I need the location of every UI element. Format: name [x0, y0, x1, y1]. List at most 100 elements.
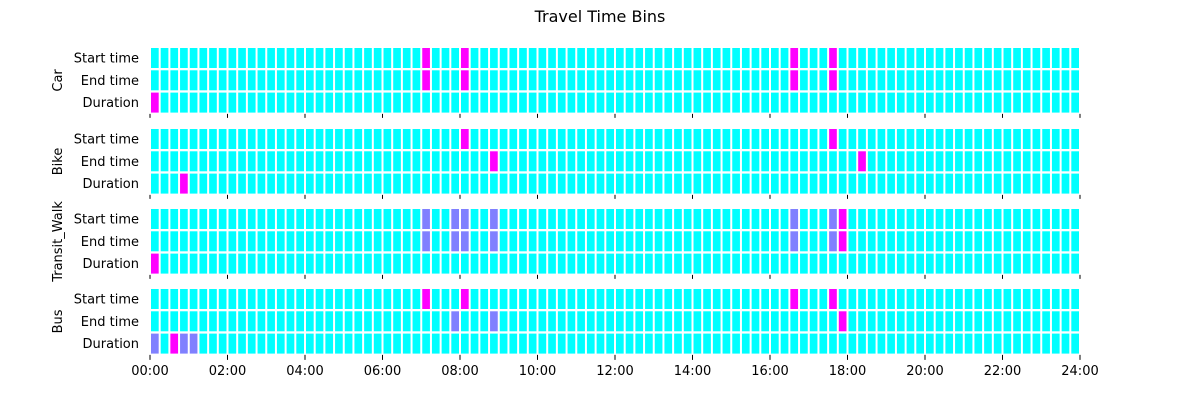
heatmap-cell: [664, 209, 673, 229]
heatmap-cell: [1071, 173, 1079, 194]
heatmap-cell: [402, 70, 411, 91]
heatmap-cell: [800, 289, 808, 309]
heatmap-cell: [1042, 151, 1050, 172]
heatmap-cell: [490, 92, 498, 113]
row-label: End time: [81, 74, 139, 89]
heatmap-cell: [383, 48, 392, 68]
heatmap-cell: [616, 289, 624, 309]
heatmap-cell: [557, 129, 566, 149]
heatmap-cell: [257, 253, 266, 274]
heatmap-cell: [887, 231, 895, 252]
heatmap-cell: [1003, 333, 1012, 354]
heatmap-cell: [393, 129, 401, 149]
heatmap-cell: [635, 333, 644, 354]
heatmap-cell: [906, 173, 915, 194]
heatmap-cell: [993, 129, 1002, 149]
heatmap-cell: [1003, 289, 1012, 309]
heatmap-cell: [412, 129, 421, 149]
heatmap-cell: [683, 289, 692, 309]
heatmap-cell: [916, 231, 924, 252]
heatmap-cell: [945, 311, 954, 332]
heatmap-cell: [993, 48, 1002, 68]
heatmap-cell: [606, 92, 614, 113]
heatmap-row: [151, 92, 1079, 113]
heatmap-cell: [538, 48, 547, 68]
heatmap-cell: [935, 70, 944, 91]
heatmap-cell: [829, 289, 837, 309]
heatmap-cell: [926, 70, 934, 91]
heatmap-cell: [1013, 311, 1021, 332]
heatmap-cell: [228, 333, 237, 354]
heatmap-cell: [674, 48, 682, 68]
heatmap-cell: [993, 253, 1002, 274]
heatmap-cell: [306, 209, 314, 229]
heatmap-cell: [848, 311, 857, 332]
heatmap-cell: [189, 48, 198, 68]
heatmap-cell: [887, 48, 895, 68]
heatmap-cell: [325, 129, 334, 149]
heatmap-cell: [877, 311, 886, 332]
heatmap-cell: [683, 333, 692, 354]
heatmap-cell: [373, 70, 382, 91]
heatmap-cell: [228, 92, 237, 113]
heatmap-cell: [344, 129, 353, 149]
heatmap-cell: [451, 48, 459, 68]
heatmap-cell: [461, 92, 469, 113]
heatmap-cell: [548, 289, 556, 309]
heatmap-cell: [451, 209, 459, 229]
heatmap-cell: [577, 253, 585, 274]
heatmap-cell: [461, 129, 469, 149]
heatmap-cell: [257, 151, 266, 172]
heatmap-cell: [383, 209, 392, 229]
row-label: End time: [81, 235, 139, 250]
heatmap-cell: [916, 173, 924, 194]
panel-label: Transit_Walk: [51, 201, 66, 283]
heatmap-cell: [1061, 92, 1070, 113]
heatmap-cell: [315, 70, 324, 91]
heatmap-cell: [490, 151, 498, 172]
heatmap-cell: [916, 289, 924, 309]
heatmap-cell: [276, 48, 285, 68]
heatmap-cell: [800, 333, 808, 354]
heatmap-cell: [586, 129, 595, 149]
heatmap-cell: [780, 253, 789, 274]
heatmap-cell: [858, 92, 866, 113]
heatmap-cell: [383, 129, 392, 149]
heatmap-cell: [1022, 209, 1031, 229]
heatmap-cell: [577, 173, 585, 194]
heatmap-cell: [373, 253, 382, 274]
heatmap-cell: [1071, 253, 1079, 274]
heatmap-cell: [790, 333, 799, 354]
heatmap-cell: [877, 289, 886, 309]
heatmap-cell: [955, 311, 963, 332]
heatmap-cell: [209, 231, 217, 252]
heatmap-cell: [160, 333, 169, 354]
heatmap-cell: [664, 70, 673, 91]
heatmap-cell: [306, 333, 314, 354]
heatmap-cell: [451, 173, 459, 194]
heatmap-cell: [741, 70, 750, 91]
heatmap-cell: [848, 92, 857, 113]
heatmap-cell: [945, 289, 954, 309]
heatmap-cell: [441, 173, 450, 194]
heatmap-cell: [596, 48, 605, 68]
heatmap-cell: [693, 289, 702, 309]
heatmap-cell: [1042, 70, 1050, 91]
heatmap-cell: [470, 70, 479, 91]
heatmap-cell: [616, 209, 624, 229]
heatmap-cell: [674, 231, 682, 252]
heatmap-cell: [1061, 253, 1070, 274]
heatmap-cell: [189, 129, 198, 149]
heatmap-cell: [606, 129, 614, 149]
heatmap-cell: [160, 48, 169, 68]
heatmap-cell: [586, 209, 595, 229]
heatmap-cell: [1061, 151, 1070, 172]
heatmap-cell: [461, 311, 469, 332]
heatmap-cell: [800, 253, 808, 274]
heatmap-cell: [538, 253, 547, 274]
heatmap-cell: [974, 151, 983, 172]
heatmap-cell: [645, 289, 653, 309]
heatmap-cell: [596, 70, 605, 91]
heatmap-cell: [257, 70, 266, 91]
heatmap-cell: [741, 48, 750, 68]
